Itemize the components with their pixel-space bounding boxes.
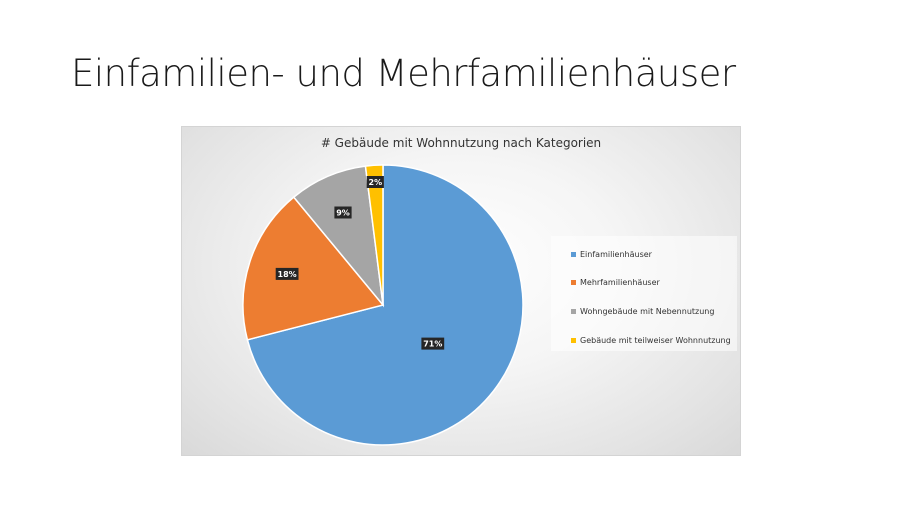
data-label: 9% (334, 206, 352, 219)
data-label-text: 18% (278, 270, 297, 279)
legend-swatch (571, 280, 576, 285)
legend-item-teilweise-wohnnutzung: Gebäude mit teilweiser Wohnnutzung (571, 336, 731, 345)
data-label-box (275, 267, 299, 280)
data-label-box (334, 206, 352, 219)
slice-einfamilienhaeuser (246, 164, 524, 446)
legend-label: Mehrfamilienhäuser (580, 278, 660, 287)
data-label-text: 9% (336, 209, 350, 218)
legend-item-wohngebaeude-nebennutzung: Wohngebäude mit Nebennutzung (571, 307, 714, 316)
data-label-text: 2% (369, 178, 383, 187)
legend-swatch (571, 252, 576, 257)
data-label: 71% (421, 337, 445, 350)
slice-teilweise-wohnnutzung (364, 164, 384, 306)
legend-item-einfamilienhaeuser: Einfamilienhäuser (571, 250, 652, 259)
pie-chart: 71% 18% 9% 2% (242, 164, 524, 446)
legend-swatch (571, 338, 576, 343)
legend-label: Einfamilienhäuser (580, 250, 652, 259)
legend-item-mehrfamilienhaeuser: Mehrfamilienhäuser (571, 278, 660, 287)
chart-title: # Gebäude mit Wohnnutzung nach Kategorie… (320, 136, 602, 150)
legend: Einfamilienhäuser Mehrfamilienhäuser Woh… (551, 236, 737, 351)
slice-wohngebaeude-nebennutzung (292, 165, 385, 308)
legend-label: Gebäude mit teilweiser Wohnnutzung (580, 336, 731, 345)
slice-mehrfamilienhaeuser (242, 196, 385, 341)
data-label: 2% (366, 176, 384, 188)
chart-area: # Gebäude mit Wohnnutzung nach Kategorie… (181, 126, 741, 456)
legend-swatch (571, 309, 576, 314)
data-label-box (421, 337, 445, 350)
slide-title: Einfamilien- und Mehrfamilienhäuser (71, 52, 736, 95)
legend-label: Wohngebäude mit Nebennutzung (580, 307, 715, 316)
data-label-text: 71% (423, 340, 442, 349)
data-label-box (366, 176, 384, 188)
data-label: 18% (275, 267, 299, 280)
